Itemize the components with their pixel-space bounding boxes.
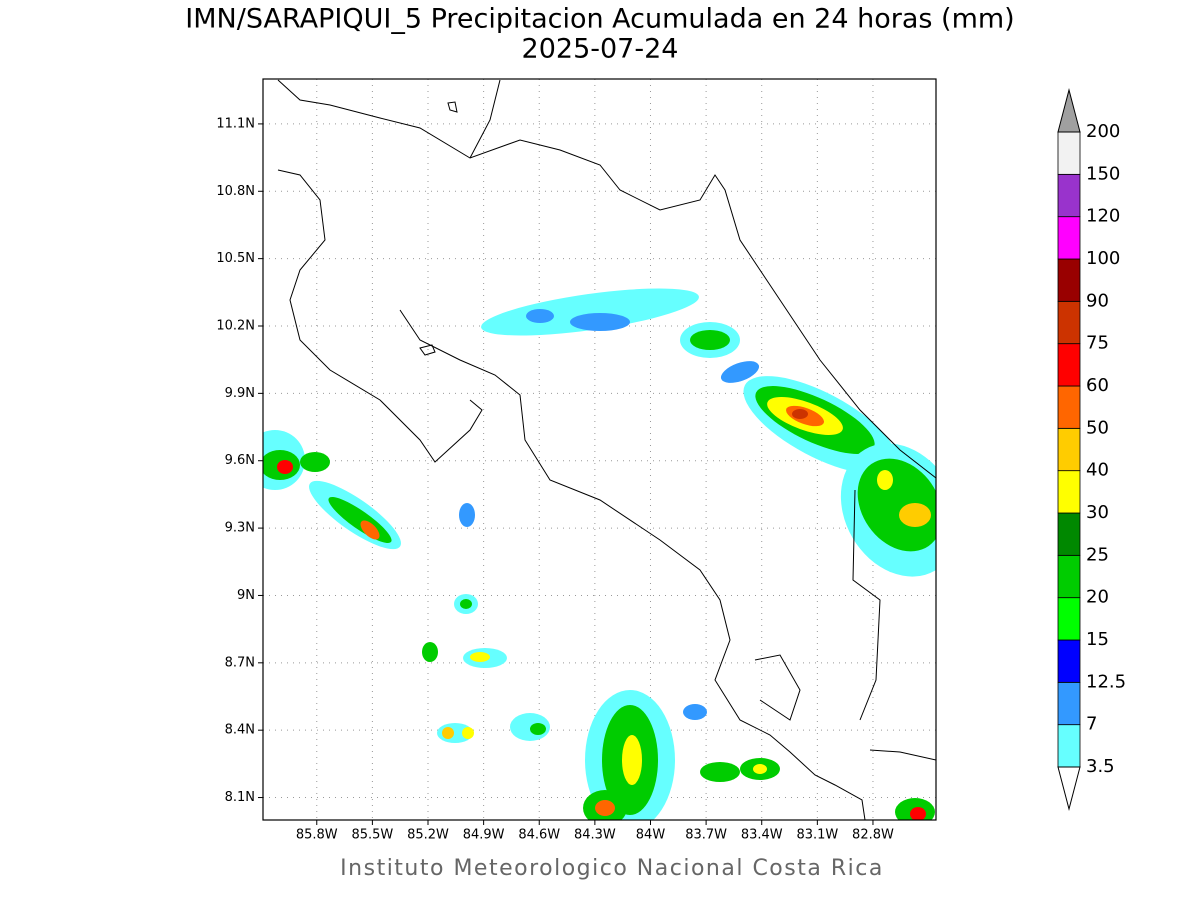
colorbar-label: 30 <box>1086 502 1109 523</box>
subtitle: 2025-07-24 <box>522 34 679 65</box>
colorbar-band <box>1057 554 1081 599</box>
colorbar-band <box>1057 343 1081 387</box>
lon-tick-label: 83.4W <box>741 828 783 843</box>
lon-tick-label: 83.1W <box>796 828 838 843</box>
title: IMN/SARAPIQUI_5 Precipitacion Acumulada … <box>185 4 1014 35</box>
map-frame <box>262 78 937 821</box>
lat-tick-label: 9.9N <box>225 386 255 401</box>
colorbar-label: 90 <box>1086 290 1109 311</box>
lat-tick-label: 8.1N <box>225 790 255 805</box>
lat-tick-label: 8.7N <box>225 655 255 670</box>
colorbar-label: 100 <box>1086 248 1120 269</box>
colorbar-band <box>1057 216 1081 260</box>
colorbar: 3.5 7 12.5 15 20 25 30 40 50 60 75 90 100 120 150 200 <box>1057 88 1126 811</box>
precipitation <box>263 79 936 820</box>
colorbar-label: 25 <box>1086 544 1109 565</box>
colorbar-band <box>1057 385 1081 429</box>
colorbar-band <box>1057 470 1081 514</box>
colorbar-band <box>1057 681 1081 726</box>
lon-tick-label: 83.7W <box>685 828 727 843</box>
colorbar-label: 50 <box>1086 417 1109 438</box>
colorbar-band <box>1057 300 1081 345</box>
lat-tick-label: 10.5N <box>216 251 255 266</box>
colorbar-label: 120 <box>1086 206 1120 227</box>
lon-tick-label: 85.5W <box>351 828 393 843</box>
colorbar-under <box>1057 766 1081 811</box>
lat-tick-label: 9.6N <box>225 453 255 468</box>
colorbar-label: 15 <box>1086 629 1109 650</box>
colorbar-label: 150 <box>1086 163 1120 184</box>
lat-tick-label: 8.4N <box>225 723 255 738</box>
lon-tick-label: 84.6W <box>518 828 560 843</box>
colorbar-label: 60 <box>1086 375 1109 396</box>
colorbar-band <box>1057 512 1081 556</box>
lon-tick-label: 84W <box>636 828 666 843</box>
lat-tick-label: 11.1N <box>216 116 255 131</box>
lon-tick-label: 84.3W <box>574 828 616 843</box>
colorbar-over <box>1057 88 1081 133</box>
colorbar-label: 200 <box>1086 121 1120 142</box>
colorbar-label: 20 <box>1086 587 1109 608</box>
lon-tick-label: 84.9W <box>463 828 505 843</box>
coastline <box>277 79 936 820</box>
colorbar-band <box>1057 427 1081 472</box>
lon-tick-label: 82.8W <box>852 828 894 843</box>
colorbar-label: 40 <box>1086 460 1109 481</box>
colorbar-band <box>1057 131 1081 175</box>
colorbar-band <box>1057 724 1081 768</box>
lat-tick-label: 10.8N <box>216 184 255 199</box>
colorbar-band <box>1057 639 1081 683</box>
footer-credit: Instituto Meteorologico Nacional Costa R… <box>340 856 884 881</box>
lat-tick-label: 9N <box>237 588 255 603</box>
lat-tick-label: 10.2N <box>216 319 255 334</box>
lon-tick-label: 85.8W <box>296 828 338 843</box>
colorbar-band <box>1057 258 1081 302</box>
colorbar-label: 75 <box>1086 333 1109 354</box>
rain-cells <box>263 288 936 820</box>
colorbar-band <box>1057 597 1081 641</box>
colorbar-label: 3.5 <box>1086 756 1115 777</box>
colorbar-band <box>1057 173 1081 218</box>
lat-tick-label: 9.3N <box>225 521 255 536</box>
colorbar-label: 7 <box>1086 714 1097 735</box>
colorbar-label: 12.5 <box>1086 671 1126 692</box>
lon-tick-label: 85.2W <box>407 828 449 843</box>
